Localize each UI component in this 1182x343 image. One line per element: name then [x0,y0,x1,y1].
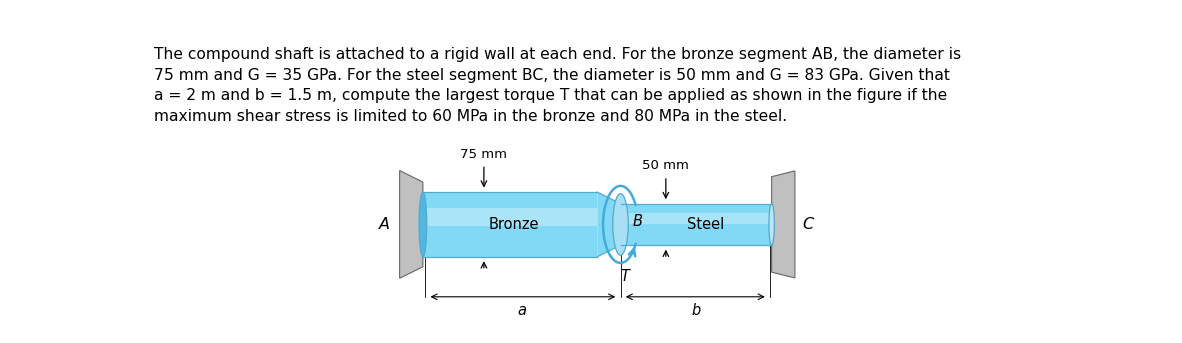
Polygon shape [400,170,423,278]
Polygon shape [597,192,621,257]
Ellipse shape [769,204,774,245]
Polygon shape [772,171,794,278]
Text: B: B [632,214,642,229]
Text: b: b [691,303,701,318]
Text: The compound shaft is attached to a rigid wall at each end. For the bronze segme: The compound shaft is attached to a rigi… [154,47,961,123]
Text: Bronze: Bronze [488,217,539,232]
Bar [621,204,772,245]
Text: 75 mm: 75 mm [461,147,507,161]
Bar [621,213,772,224]
Ellipse shape [612,193,629,255]
Bar [423,192,597,257]
Ellipse shape [418,192,427,257]
Text: Steel: Steel [687,217,725,232]
Bar [423,208,597,226]
Text: 50 mm: 50 mm [642,159,689,172]
Text: T: T [619,269,629,284]
Text: C: C [803,217,813,232]
Text: a: a [518,303,526,318]
Text: A: A [379,217,390,232]
